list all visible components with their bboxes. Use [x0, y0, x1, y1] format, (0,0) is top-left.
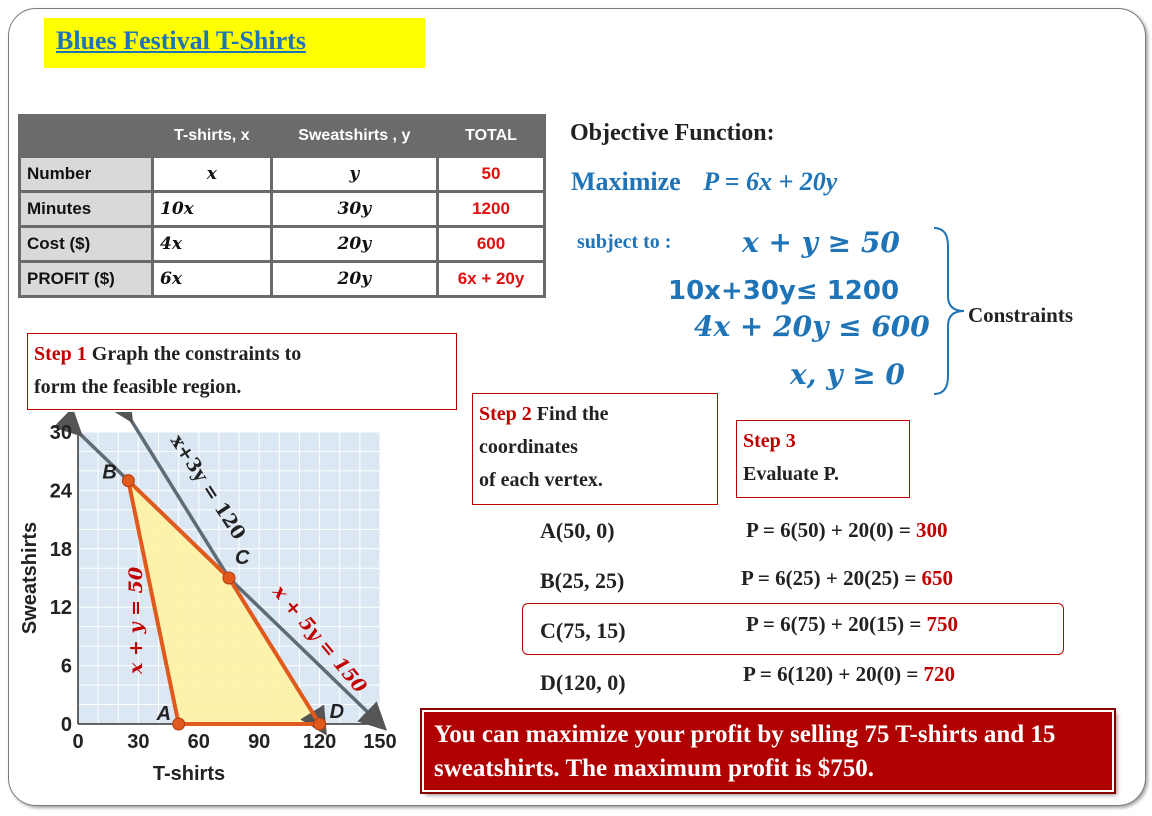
step3-text: Evaluate P.	[743, 463, 839, 485]
row-label: Cost ($)	[18, 225, 154, 263]
table-header-sweatshirts: Sweatshirts , y	[269, 114, 440, 158]
maximize-label: Maximize	[571, 167, 681, 196]
x-tick-label: 150	[363, 731, 396, 753]
cell-tshirts: 10x	[151, 190, 273, 228]
objective-heading: Objective Function:	[570, 120, 775, 146]
step2-text: Find the	[531, 403, 609, 425]
eval-b: P = 6(25) + 20(25) = 650	[741, 566, 953, 591]
table-row: PROFIT ($) 6x 20y 6x + 20y	[18, 260, 546, 298]
x-tick-label: 30	[127, 731, 149, 753]
vertex-label-b: B	[102, 462, 116, 484]
eval-expression: P = 6(120) + 20(0) =	[743, 662, 924, 686]
vertex-a: A(50, 0)	[540, 518, 615, 543]
cell-sweatshirts: 20y	[269, 260, 440, 298]
step1-box: Step 1 Graph the constraints to form the…	[27, 333, 457, 410]
cell-tshirts: 6x	[151, 260, 273, 298]
step1-text2: form the feasible region.	[34, 376, 242, 398]
eval-expression: P = 6(75) + 20(15) =	[746, 612, 927, 636]
eval-a: P = 6(50) + 20(0) = 300	[746, 518, 948, 543]
vertex-point-a	[172, 717, 186, 731]
slide-title: Blues Festival T-Shirts	[56, 26, 306, 55]
constraints-label: Constraints	[968, 303, 1074, 327]
cell-sweatshirts: 20y	[269, 225, 440, 263]
y-axis-label: Sweatshirts	[19, 522, 41, 634]
x-axis-label: T-shirts	[153, 763, 225, 785]
vertex-point-d	[313, 717, 327, 731]
eval-d: P = 6(120) + 20(0) = 720	[743, 662, 955, 687]
max-highlight-box	[522, 603, 1064, 655]
region-edge	[126, 479, 231, 580]
region-edge	[227, 576, 322, 726]
step2-text2: coordinates	[479, 436, 578, 458]
cell-total: 50	[436, 155, 546, 193]
row-label: Minutes	[18, 190, 154, 228]
x-tick-label: 120	[303, 731, 336, 753]
cell-total: 600	[436, 225, 546, 263]
data-table: T-shirts, x Sweatshirts , y TOTAL Number…	[18, 114, 546, 298]
eval-expression: P = 6(50) + 20(0) =	[746, 518, 917, 542]
x-tick-label: 90	[248, 731, 270, 753]
vertex-label-c: C	[235, 547, 250, 569]
cell-sweatshirts: 30y	[269, 190, 440, 228]
table-row: Cost ($) 4x 20y 600	[18, 225, 546, 263]
constraint-1: x + y ≥ 50	[742, 226, 900, 259]
subject-to-label: subject to :	[577, 231, 672, 253]
cell-tshirts: 4x	[151, 225, 273, 263]
vertex-c: C(75, 15)	[540, 618, 626, 643]
vertex-point-b	[121, 474, 135, 488]
table-header-total: TOTAL	[436, 114, 546, 158]
vertex-b: B(25, 25)	[540, 568, 625, 593]
cell-sweatshirts: y	[269, 155, 440, 193]
step2-box: Step 2 Find the coordinates of each vert…	[472, 393, 718, 505]
table-row: Minutes 10x 30y 1200	[18, 190, 546, 228]
row-label: PROFIT ($)	[18, 260, 154, 298]
constraint-4: x, y ≥ 0	[790, 358, 905, 391]
eval-result: 750	[926, 612, 959, 636]
objective-function: P = 6x + 20y	[703, 167, 838, 196]
vertex-label-d: D	[330, 701, 344, 723]
cell-tshirts: x	[151, 155, 273, 193]
eval-expression: P = 6(25) + 20(25) =	[741, 566, 922, 590]
x-tick-label: 0	[72, 731, 83, 753]
y-tick-label: 0	[61, 714, 72, 736]
curly-brace-icon	[933, 227, 965, 395]
step3-label: Step 3	[743, 430, 796, 452]
step1-label: Step 1	[34, 343, 87, 365]
cell-total: 1200	[436, 190, 546, 228]
constraint-3: 4x + 20y ≤ 600	[694, 310, 930, 343]
vertex-d: D(120, 0)	[540, 670, 626, 695]
step1-text: Graph the constraints to	[86, 343, 302, 365]
eval-result: 300	[916, 518, 948, 542]
table-header-tshirts: T-shirts, x	[151, 114, 273, 158]
y-tick-label: 30	[50, 422, 72, 444]
eval-result: 650	[921, 566, 954, 590]
step2-text3: of each vertex.	[479, 469, 603, 491]
conclusion-box: You can maximize your profit by selling …	[420, 708, 1116, 794]
x-tick-label: 60	[188, 731, 210, 753]
y-tick-label: 18	[50, 539, 72, 561]
y-tick-label: 6	[61, 656, 72, 678]
region-edge	[126, 480, 181, 725]
row-label: Number	[18, 155, 154, 193]
title-highlight	[44, 18, 425, 68]
vertex-label-a: A	[156, 703, 171, 725]
eval-c: P = 6(75) + 20(15) = 750	[746, 612, 958, 637]
step2-label: Step 2	[479, 403, 532, 425]
objective-line: Maximize P = 6x + 20y	[571, 167, 837, 197]
eval-result: 720	[923, 662, 956, 686]
y-tick-label: 24	[50, 480, 73, 502]
vertex-point-c	[222, 571, 236, 585]
table-row: Number x y 50	[18, 155, 546, 193]
table-header-blank	[18, 114, 154, 158]
cell-total: 6x + 20y	[436, 260, 546, 298]
step3-box: Step 3 Evaluate P.	[736, 420, 910, 498]
label-x-y-50: x + y = 50	[125, 567, 147, 675]
y-tick-label: 12	[50, 597, 72, 619]
constraint-2: 10x+30y≤ 1200	[668, 276, 900, 306]
